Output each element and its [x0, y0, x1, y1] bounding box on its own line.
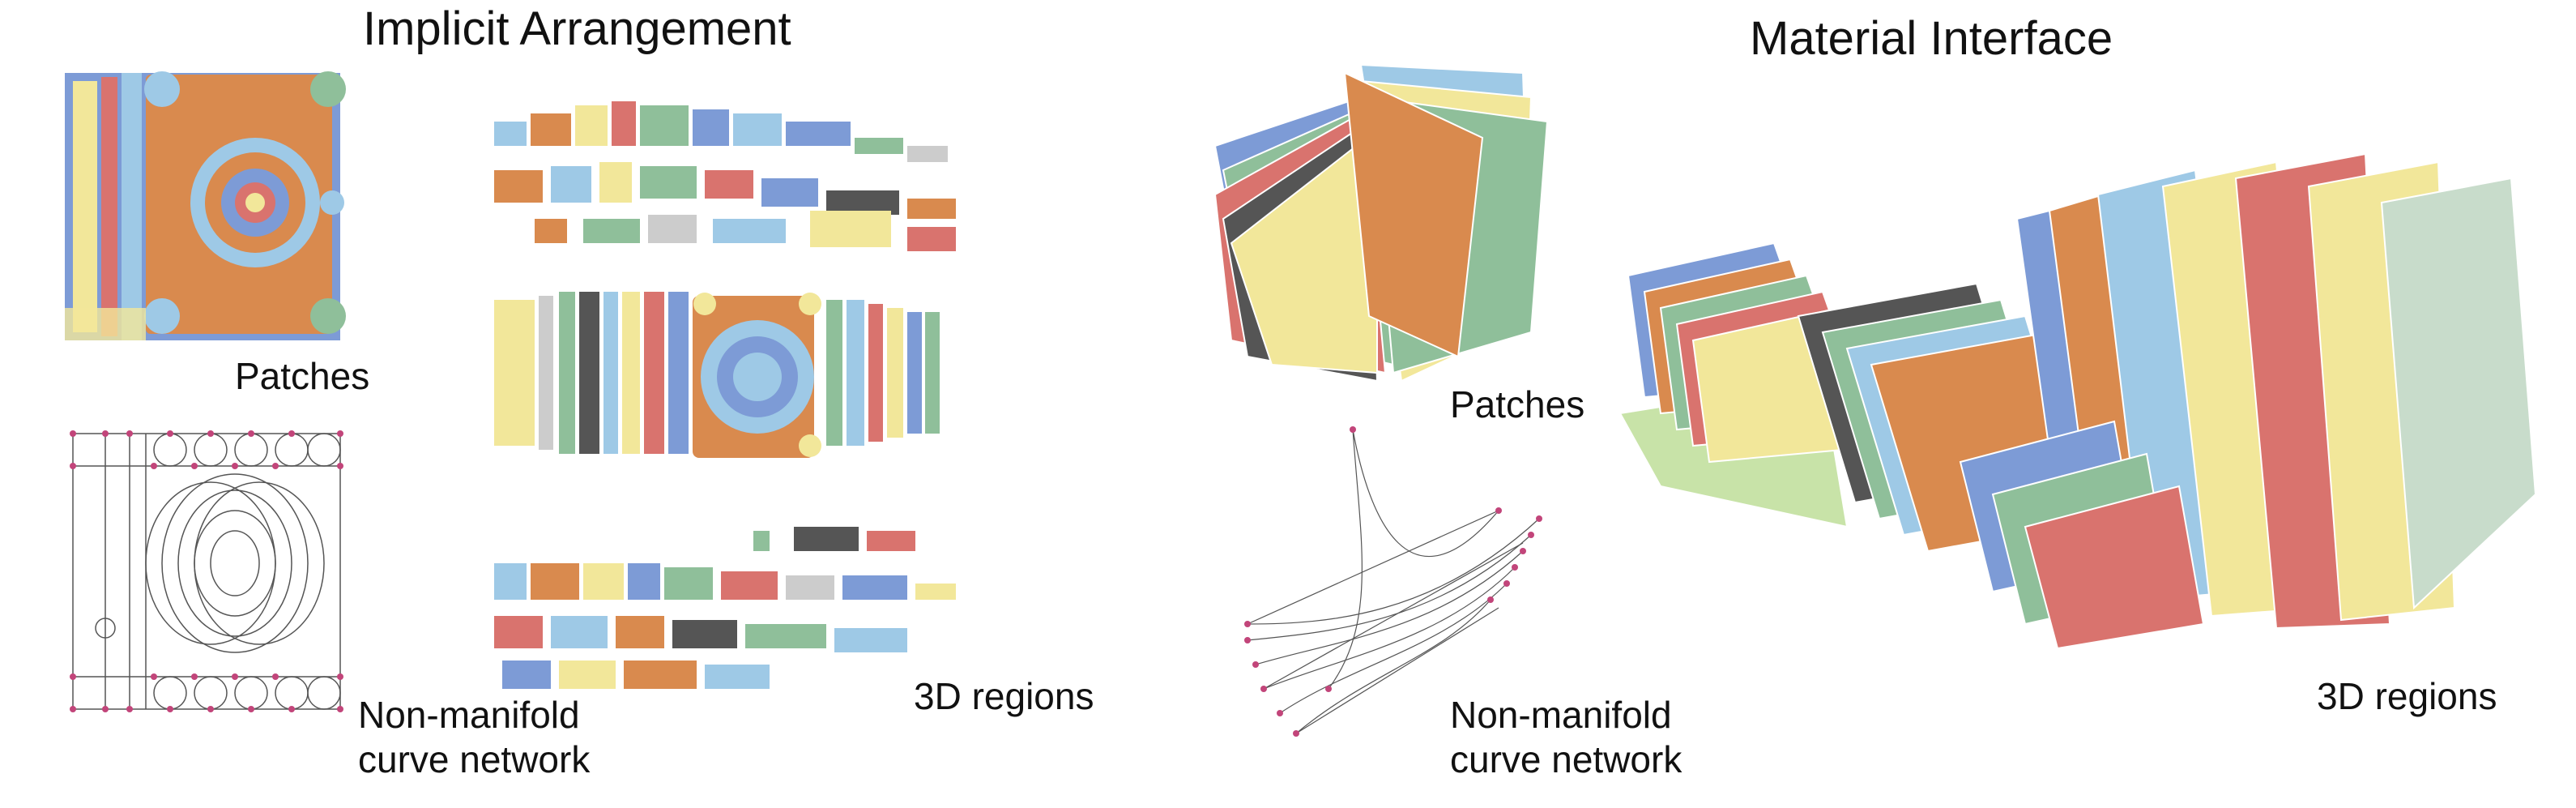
- right-patches-render: [1199, 49, 1555, 389]
- right-regions-label: 3D regions: [2317, 675, 2497, 717]
- left-curve-network-render: [57, 417, 365, 733]
- right-curve-network-label-1: Non-manifold: [1450, 694, 1672, 736]
- left-patches-render: [57, 65, 365, 357]
- left-patches-label: Patches: [235, 355, 370, 397]
- right-curve-network-label-2: curve network: [1450, 738, 1683, 780]
- left-regions-label: 3D regions: [914, 675, 1094, 717]
- left-curve-network-label-1: Non-manifold: [358, 694, 580, 736]
- left-title: Implicit Arrangement: [363, 2, 791, 55]
- right-patches-label: Patches: [1450, 383, 1585, 425]
- right-regions-render: [1612, 154, 2544, 656]
- right-curve-network-render: [1231, 421, 1555, 746]
- left-curve-network-label-2: curve network: [358, 738, 591, 780]
- right-title: Material Interface: [1750, 12, 2113, 65]
- left-regions-render: [486, 89, 1053, 713]
